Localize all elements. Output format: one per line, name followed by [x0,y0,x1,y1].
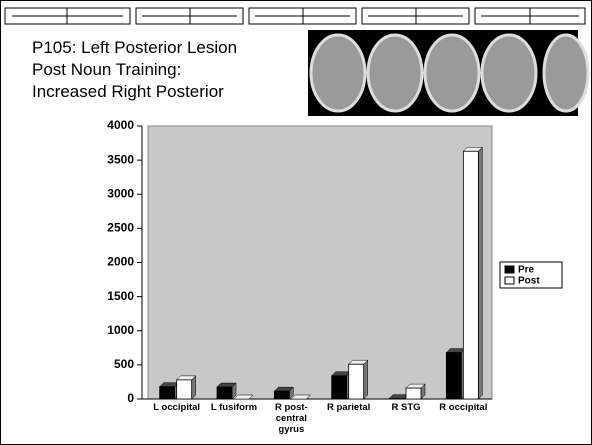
top-strip [5,8,585,24]
x-tick-label: R parietal [321,402,377,413]
title-line: Increased Right Posterior [32,82,224,102]
brain-images [308,30,588,116]
bar [177,380,192,399]
bar-depth [364,360,368,399]
bar [274,391,289,399]
x-tick-label: L occipital [149,402,205,413]
bar [349,364,364,399]
y-tick-label: 3000 [107,186,134,200]
x-tick-label: R occipital [435,402,491,413]
legend-swatch [505,277,514,284]
title-line: Post Noun Training: [32,60,181,80]
y-tick-label: 3500 [107,152,134,166]
y-tick-label: 1500 [107,289,134,303]
x-tick-label: L fusiform [206,402,262,413]
y-tick-label: 2500 [107,221,134,235]
bar [446,353,461,399]
plot-area [148,126,492,399]
x-tick-label: R STG [378,402,434,413]
y-tick-label: 4000 [107,118,134,132]
legend-swatch [505,266,514,273]
bar [332,376,347,399]
bar [160,387,175,399]
y-tick-label: 500 [114,357,134,371]
bar [217,387,232,399]
slide: 0 500 1000 1500 2000 2500 3000 3500 4000 Pre Post … [0,0,592,445]
y-tick-label: 1000 [107,323,134,337]
x-tick-label: R post-central gyrus [263,402,319,435]
bar [406,388,421,399]
title-line: P105: Left Posterior Lesion [32,38,237,58]
y-tick-label: 2000 [107,255,134,269]
bar [463,151,478,399]
legend-label: Post [518,276,540,287]
legend-label: Pre [518,265,535,276]
bar-depth [478,147,482,399]
y-tick-label: 0 [127,391,134,405]
